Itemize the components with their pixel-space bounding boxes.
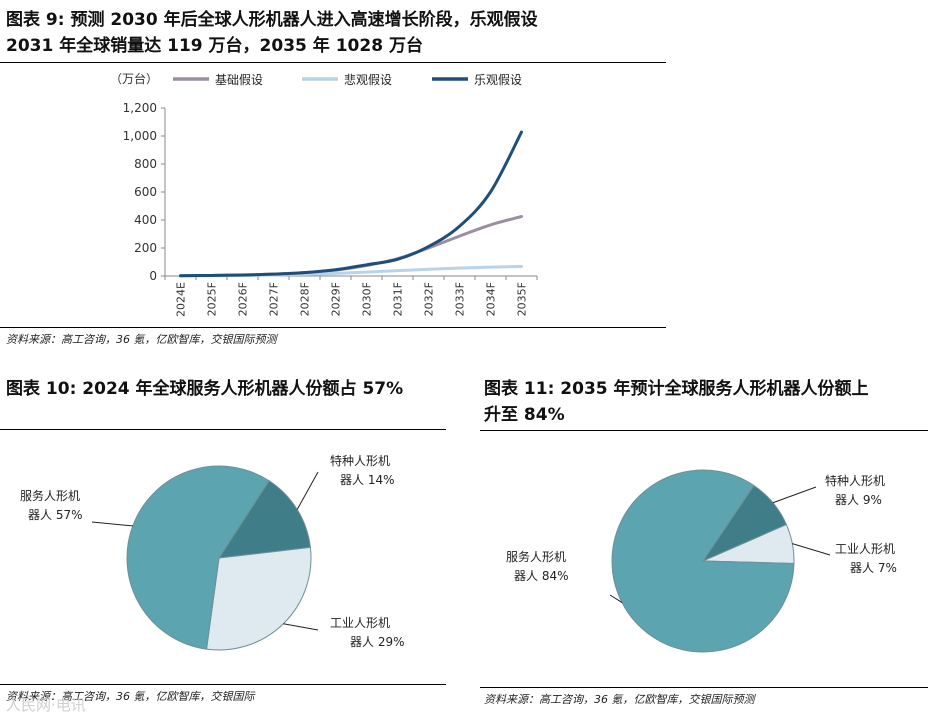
figure11-bottom-rule	[480, 687, 928, 688]
pie-label: 服务人形机	[20, 488, 80, 503]
watermark: 人民网·电讯	[6, 696, 86, 714]
figure10-title: 图表 10: 2024 年全球服务人形机器人份额占 57%	[6, 379, 404, 399]
x-tick-label: 2025F	[206, 282, 219, 316]
pie-slice	[611, 469, 795, 653]
y-tick-label: 0	[149, 269, 157, 283]
pie-label: 器人 29%	[350, 635, 405, 649]
x-tick-label: 2026F	[237, 282, 250, 316]
y-tick-label: 800	[134, 157, 157, 171]
pie-label: 器人 14%	[340, 473, 395, 487]
y-tick-label: 600	[134, 185, 157, 199]
legend-label: 乐观假设	[474, 73, 522, 87]
x-tick-label: 2029F	[330, 282, 343, 316]
chart-legend: 基础假设 悲观假设 乐观假设	[173, 72, 522, 87]
line-chart: （万台） 基础假设 悲观假设 乐观假设 0 200 400 600 800 1,000 1,20…	[110, 71, 538, 317]
figure10-top-rule	[0, 429, 446, 430]
pie-leader-line	[609, 594, 623, 604]
x-tick-label: 2032F	[423, 282, 436, 316]
figure10-source: 资料来源：高工咨询，36 氪，亿欧智库，交银国际	[6, 690, 255, 703]
x-tick-label: 2027F	[268, 282, 281, 316]
x-axis: 2024E 2025F 2026F 2027F 2028F 2029F 2030F 2031F…	[164, 275, 538, 317]
pie-label: 服务人形机	[506, 549, 566, 564]
y-axis: 0 200 400 600 800 1,000 1,200	[123, 101, 166, 283]
figure11-title-line1: 图表 11: 2035 年预计全球服务人形机器人份额上	[484, 379, 869, 399]
legend-label: 悲观假设	[344, 72, 392, 87]
pie-slice	[218, 480, 311, 559]
pie-slice	[205, 546, 312, 651]
series-line	[179, 130, 523, 278]
figure9-title-line2: 2031 年全球销量达 119 万台，2035 年 1028 万台	[6, 36, 423, 56]
y-tick-label: 1,000	[123, 129, 157, 143]
pie-label: 特种人形机	[825, 473, 885, 488]
x-tick-label: 2024E	[175, 282, 188, 317]
pie-leader-line	[772, 486, 817, 504]
x-tick-label: 2033F	[454, 282, 467, 316]
pie-leader-line	[283, 623, 319, 631]
pie-label: 器人 7%	[850, 561, 897, 575]
x-tick-label: 2028F	[299, 282, 312, 316]
y-tick-label: 1,200	[123, 101, 157, 115]
figure9-title-line1: 图表 9: 预测 2030 年后全球人形机器人进入高速增长阶段，乐观假设	[6, 10, 538, 30]
pie-label: 特种人形机	[330, 453, 390, 468]
pie-leader-line	[792, 543, 831, 556]
figure9-source: 资料来源：高工咨询，36 氪，亿欧智库，交银国际预测	[6, 333, 277, 346]
figure11-top-rule	[480, 430, 928, 431]
pie-leader-line	[296, 471, 319, 510]
figure9-top-rule	[0, 62, 666, 63]
x-tick-label: 2035F	[516, 282, 529, 316]
pie-leader-line	[91, 521, 133, 527]
y-tick-label: 200	[134, 241, 157, 255]
figure10-bottom-rule	[0, 684, 446, 685]
pie-slice	[126, 465, 270, 650]
pie-label: 器人 57%	[28, 508, 83, 522]
figure11-title-line2: 升至 84%	[484, 405, 565, 425]
figure9-bottom-rule	[0, 327, 666, 328]
pie-label: 器人 9%	[835, 493, 882, 507]
y-unit-label: （万台）	[110, 71, 158, 86]
y-tick-label: 400	[134, 213, 157, 227]
legend-label: 基础假设	[215, 73, 263, 87]
pie-label: 工业人形机	[835, 542, 895, 556]
x-tick-label: 2031F	[392, 282, 405, 316]
pie-label: 器人 84%	[514, 569, 569, 583]
x-tick-label: 2030F	[361, 282, 374, 316]
figure11-source: 资料来源：高工咨询，36 氪，亿欧智库，交银国际预测	[484, 693, 755, 706]
pie-label: 工业人形机	[330, 616, 390, 630]
x-tick-label: 2034F	[485, 282, 498, 316]
series-lines	[179, 130, 523, 278]
